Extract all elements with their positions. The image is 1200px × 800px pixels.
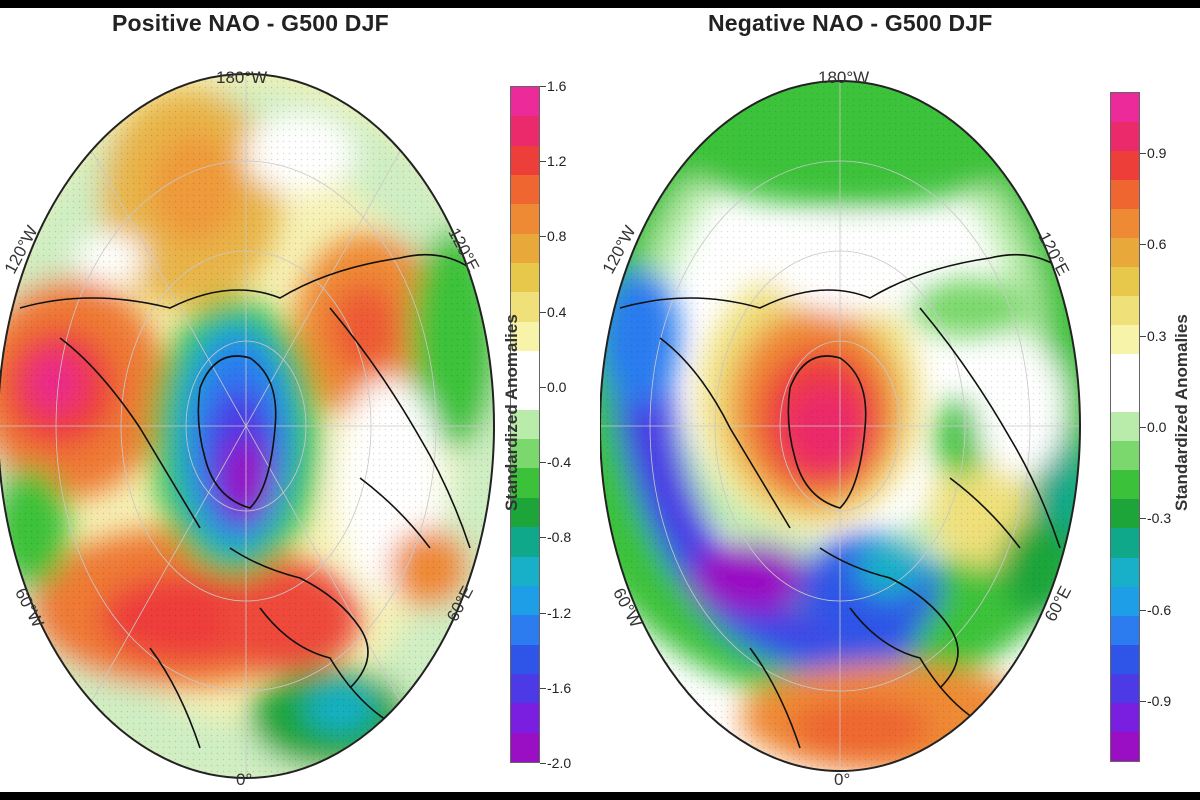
colorbar-tick-label: 1.2: [547, 153, 567, 170]
colorbar-segment: [1111, 93, 1139, 123]
colorbar-segment: [511, 321, 539, 352]
colorbar-tick-mark: [540, 462, 546, 464]
colorbar-segment: [1111, 557, 1139, 587]
colorbar-segment: [1111, 209, 1139, 239]
panel-positive-nao: Positive NAO - G500 DJF: [0, 8, 600, 792]
colorbar-segment: [1111, 151, 1139, 181]
colorbar-tick-mark: [1140, 518, 1146, 520]
colorbar-segment: [511, 175, 539, 205]
lon-label-bottom: 0°: [236, 770, 253, 789]
colorbar-tick-label: -0.8: [547, 529, 572, 546]
colorbar-tick-label: 1.6: [547, 78, 567, 94]
colorbar-segment: [1111, 122, 1139, 152]
colorbar-tick-mark: [1140, 152, 1146, 154]
colorbar-segment: [1111, 470, 1139, 500]
colorbar-segment: [1111, 354, 1139, 384]
polar-map: [0, 73, 495, 779]
colorbar-tick-label: -0.9: [1147, 693, 1172, 710]
colorbar-tick-label: -1.2: [547, 604, 572, 621]
colorbar-tick-label: 0.3: [1147, 327, 1167, 344]
colorbar-segment: [1111, 441, 1139, 471]
colorbar-tick-label: 0.8: [547, 228, 567, 245]
colorbar: [510, 86, 540, 763]
colorbar-label: Standardized Anomalies: [1172, 314, 1191, 511]
colorbar: [1110, 92, 1140, 762]
panel-negative-nao: Negative NAO - G500 DJF: [599, 8, 1200, 792]
colorbar-segment: [511, 263, 539, 293]
colorbar-segment: [511, 292, 539, 322]
colorbar-segment: [511, 87, 539, 117]
colorbar-segment: [511, 116, 539, 146]
colorbar-segment: [1111, 499, 1139, 529]
colorbar-segment: [1111, 383, 1139, 413]
colorbar-tick-label: 0.9: [1147, 144, 1167, 161]
map-title: Negative NAO - G500 DJF: [708, 10, 993, 36]
colorbar-segment: [511, 145, 539, 176]
lon-label-top: 180°W: [818, 68, 870, 87]
colorbar-segment: [511, 233, 539, 264]
colorbar-tick-mark: [540, 612, 546, 614]
colorbar-segment: [511, 527, 539, 557]
colorbar-tick-mark: [1140, 335, 1146, 337]
colorbar-segment: [1111, 412, 1139, 442]
colorbar-tick-mark: [540, 161, 546, 163]
colorbar-segment: [1111, 615, 1139, 645]
lon-label-bottom: 0°: [834, 770, 851, 789]
colorbar-label: Standardized Anomalies: [502, 314, 521, 511]
colorbar-segment: [1111, 296, 1139, 326]
colorbar-tick-mark: [540, 537, 546, 539]
colorbar-tick-label: 0.4: [547, 303, 567, 320]
colorbar-tick-label: -0.3: [1147, 510, 1172, 527]
colorbar-tick-mark: [540, 386, 546, 388]
colorbar-segment: [511, 673, 539, 704]
colorbar-segment: [1111, 325, 1139, 355]
colorbar-segment: [1111, 586, 1139, 616]
colorbar-segment: [1111, 528, 1139, 558]
colorbar-tick-label: -0.6: [1147, 601, 1172, 618]
colorbar-segment: [511, 556, 539, 586]
colorbar-segment: [511, 468, 539, 498]
colorbar-tick-label: 0.6: [1147, 236, 1167, 253]
colorbar-tick-label: 0.0: [1147, 419, 1167, 435]
colorbar-segment: [1111, 238, 1139, 268]
colorbar-tick-label: 0.0: [547, 378, 567, 395]
colorbar-segment: [1111, 180, 1139, 210]
colorbar-segment: [1111, 644, 1139, 674]
colorbar-tick-mark: [1140, 244, 1146, 246]
lon-label-top: 180°W: [216, 68, 268, 87]
colorbar-tick-label: -2.0: [547, 755, 572, 771]
colorbar-segment: [511, 585, 539, 616]
colorbar-tick-mark: [540, 236, 546, 238]
colorbar-tick-mark: [540, 687, 546, 689]
map-title: Positive NAO - G500 DJF: [112, 10, 389, 36]
colorbar-tick-mark: [540, 311, 546, 313]
colorbar-segment: [511, 497, 539, 528]
polar-map: [600, 80, 1081, 772]
colorbar-segment: [511, 439, 539, 469]
colorbar-tick-mark: [1140, 609, 1146, 611]
colorbar-tick-mark: [540, 763, 546, 764]
colorbar-segment: [511, 380, 539, 410]
figure: Positive NAO - G500 DJF: [0, 8, 1200, 792]
colorbar-segment: [1111, 702, 1139, 732]
colorbar-tick-label: -0.4: [547, 454, 572, 471]
colorbar-segment: [1111, 673, 1139, 703]
colorbar-tick-mark: [1140, 427, 1146, 428]
colorbar-tick-label: -1.6: [547, 679, 572, 696]
colorbar-segment: [511, 351, 539, 381]
colorbar-segment: [1111, 267, 1139, 297]
colorbar-segment: [511, 644, 539, 674]
colorbar-tick-mark: [540, 86, 546, 87]
colorbar-segment: [511, 409, 539, 440]
colorbar-segment: [1111, 731, 1139, 761]
colorbar-segment: [511, 615, 539, 645]
colorbar-tick-mark: [1140, 701, 1146, 703]
colorbar-segment: [511, 732, 539, 762]
colorbar-segment: [511, 204, 539, 234]
colorbar-segment: [511, 703, 539, 733]
